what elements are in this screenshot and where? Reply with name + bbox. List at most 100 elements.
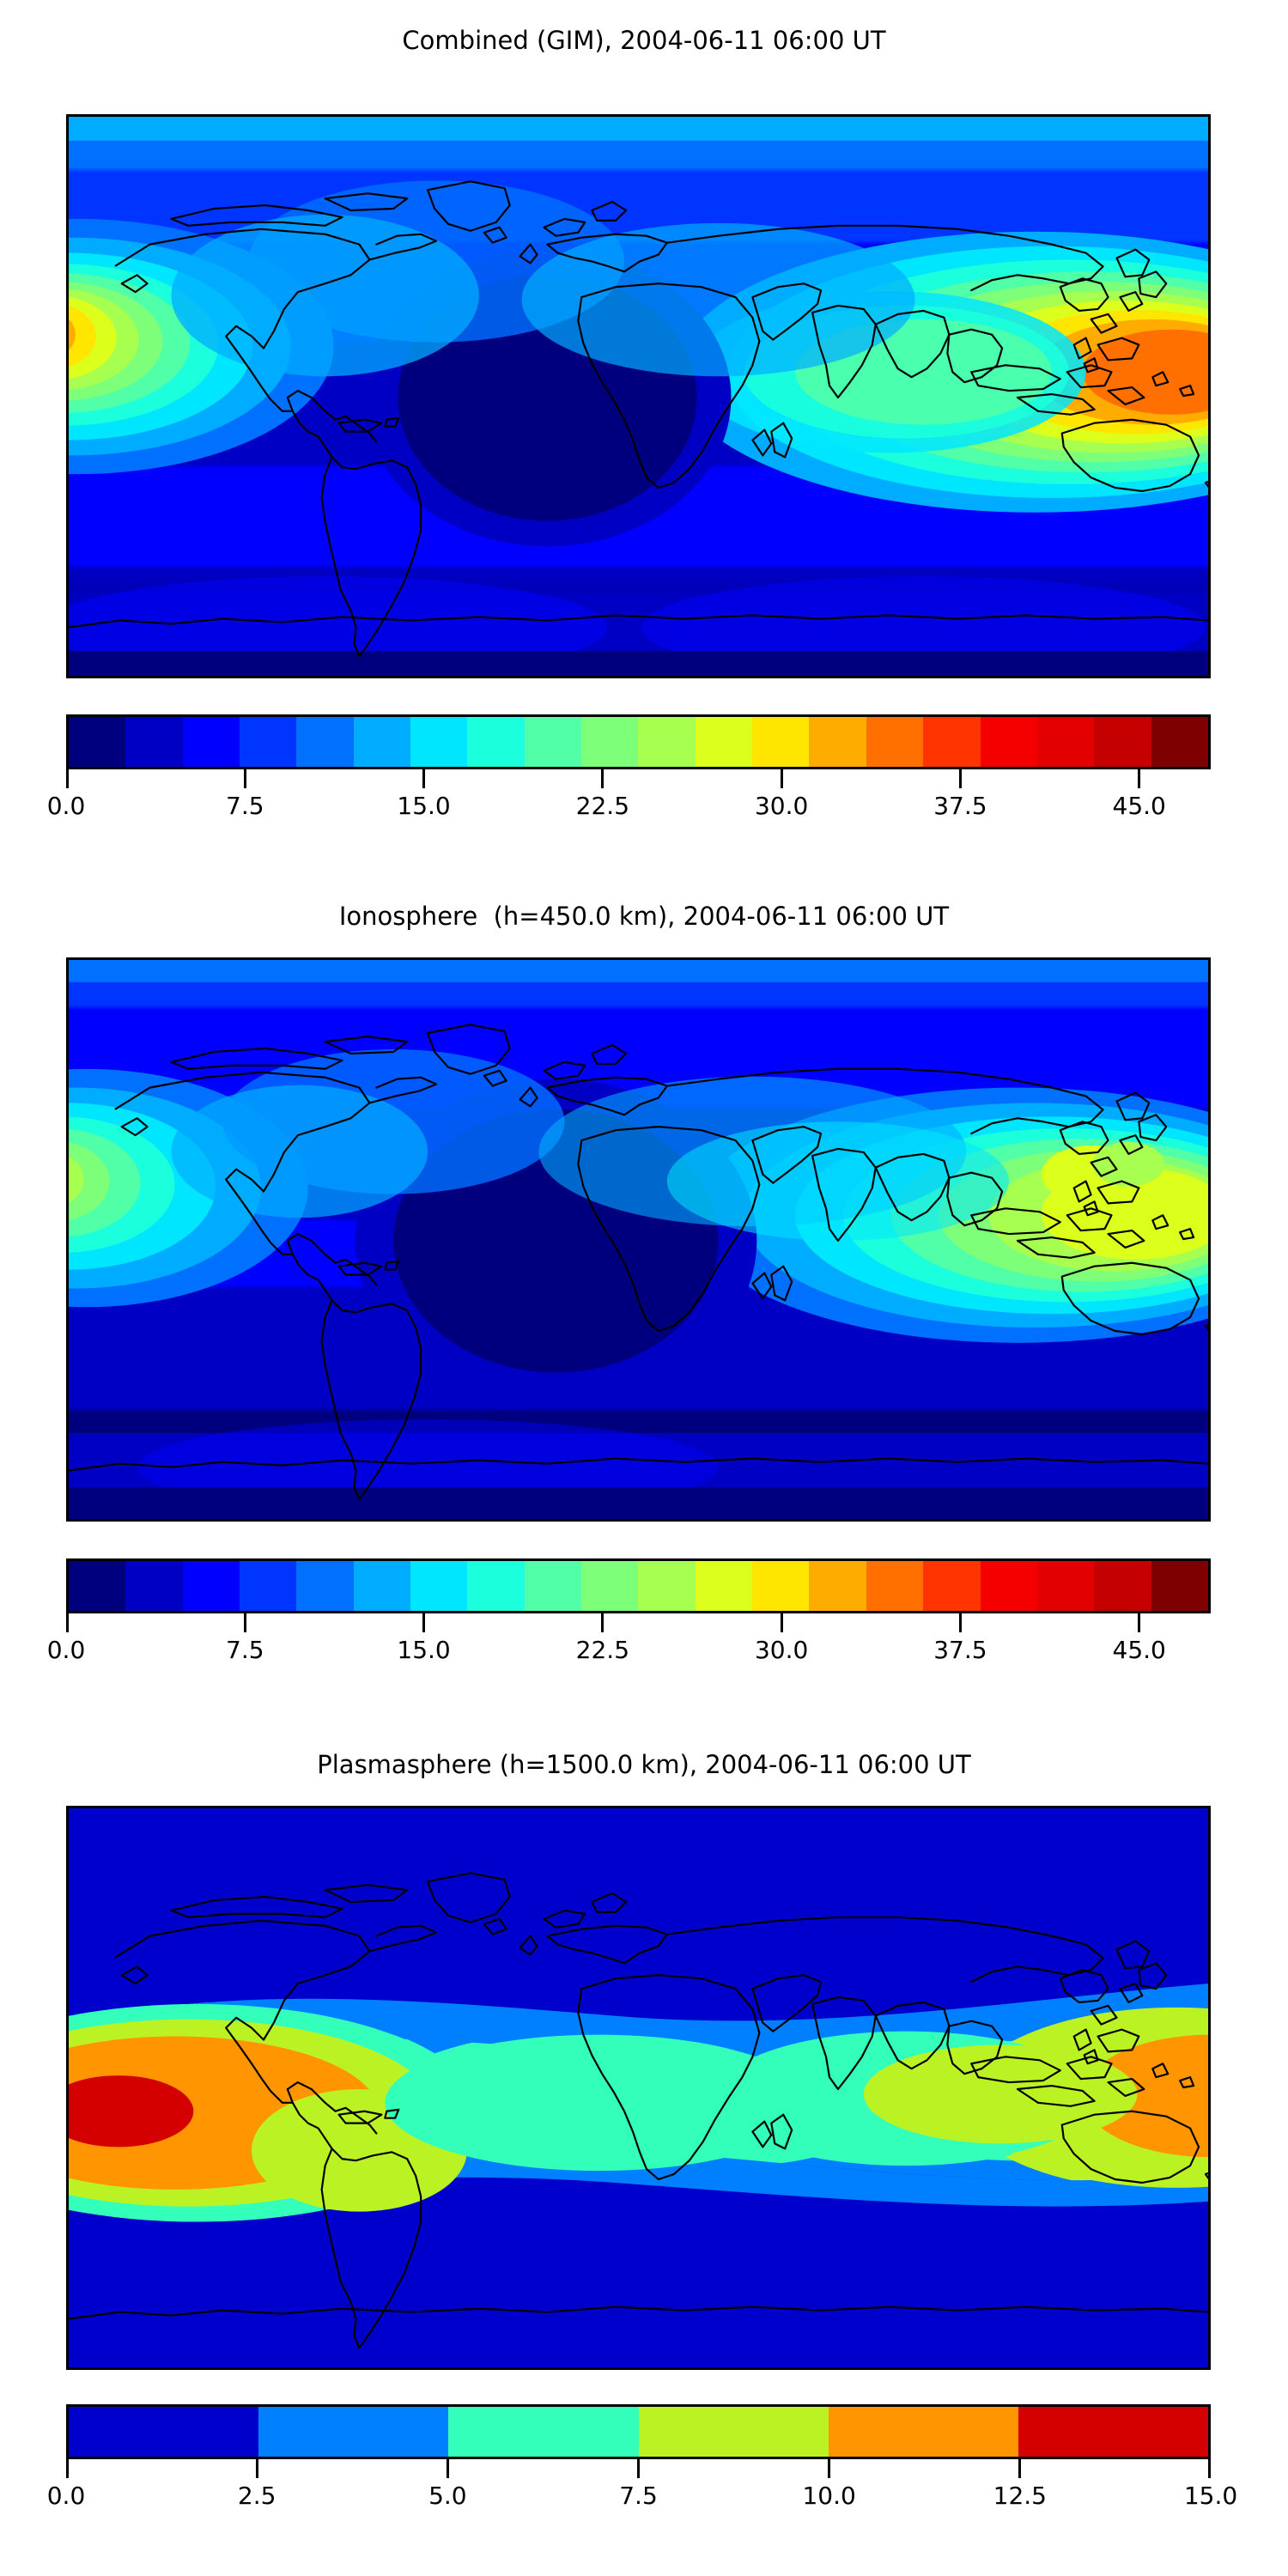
panel-title-plasmasphere: Plasmasphere (h=1500.0 km), 2004-06-11 0…: [317, 1750, 971, 1779]
colorbar-segment: [69, 1561, 126, 1611]
colorbar-segment: [467, 717, 525, 767]
colorbar-tick: [828, 2459, 831, 2478]
colorbar-tick: [422, 1613, 426, 1632]
colorbar-segment: [980, 717, 1037, 767]
colorbar-segment: [410, 1561, 468, 1611]
colorbar-segment: [638, 1561, 696, 1611]
colorbar-segment: [581, 1561, 639, 1611]
colorbar-segment: [752, 717, 810, 767]
colorbar-segment: [448, 2407, 639, 2457]
colorbar-segment: [1151, 717, 1208, 767]
colorbar-segment: [125, 1561, 183, 1611]
colorbar-tick: [66, 1613, 69, 1632]
colorbar-segment: [1036, 1561, 1095, 1611]
colorbar-tick-label: 15.0: [397, 792, 451, 820]
coastline-overlay-ionosphere: [69, 1024, 1208, 1501]
colorbar-combined-gim: 0.0 7.5 15.0 22.5 30.0 37.5 45.0: [47, 714, 1211, 835]
colorbar-tick: [422, 769, 426, 788]
colorbar-segment: [69, 2407, 259, 2457]
colorbar-tick-label: 37.5: [933, 1636, 987, 1664]
colorbar-tick-label: 22.5: [575, 792, 630, 820]
colorbar-tick: [780, 1613, 783, 1632]
colorbar-segment: [923, 1561, 981, 1611]
colorbar-segment: [524, 1561, 582, 1611]
colorbar-tick: [958, 769, 962, 788]
colorbar-segment: [980, 1561, 1037, 1611]
colorbar-tick: [601, 1613, 605, 1632]
contour-field-plasmasphere: [69, 1808, 1208, 2367]
colorbar-segment: [809, 1561, 866, 1611]
colorbar-segment: [240, 717, 297, 767]
colorbar-segment: [1094, 717, 1151, 767]
colorbar-plasmasphere: 0.0 2.5 5.0 7.5 10.0 12.5 15.0: [47, 2404, 1237, 2524]
colorbar-tick: [1208, 2459, 1211, 2478]
colorbar-segment: [809, 717, 866, 767]
colorbar-tick: [1138, 769, 1141, 788]
colorbar-tick: [780, 769, 783, 788]
colorbar-segment: [638, 2407, 829, 2457]
colorbar-tick-label: 30.0: [754, 1636, 809, 1664]
colorbar-segment: [240, 1561, 297, 1611]
colorbar-tick: [243, 1613, 246, 1632]
colorbar-tick: [255, 2459, 258, 2478]
colorbar-segment: [923, 717, 981, 767]
colorbar-tick-label: 10.0: [802, 2482, 856, 2510]
colorbar-segment: [1018, 2407, 1209, 2457]
colorbar-segment: [828, 2407, 1018, 2457]
colorbar-tick: [66, 2459, 69, 2478]
colorbar-segment: [695, 1561, 753, 1611]
colorbar-tick-label: 0.0: [46, 2482, 86, 2510]
colorbar-segment: [182, 717, 240, 767]
colorbar-combined-gim-bands: [66, 714, 1211, 769]
colorbar-segment: [296, 1561, 354, 1611]
colorbar-tick-label: 45.0: [1112, 1636, 1166, 1664]
colorbar-plasmasphere-bands: [66, 2404, 1211, 2459]
colorbar-tick: [1018, 2459, 1022, 2478]
colorbar-tick: [243, 769, 246, 788]
colorbar-tick-label: 15.0: [1183, 2482, 1238, 2510]
colorbar-tick-label: 15.0: [397, 1636, 451, 1664]
colorbar-tick-label: 7.5: [226, 792, 264, 820]
colorbar-segment: [638, 717, 696, 767]
colorbar-tick-label: 12.5: [993, 2482, 1047, 2510]
colorbar-ionosphere-axis: 0.0 7.5 15.0 22.5 30.0 37.5 45.0: [47, 1613, 1211, 1674]
colorbar-tick: [446, 2459, 449, 2478]
map-ionosphere: [66, 957, 1211, 1522]
colorbar-segment: [1151, 1561, 1208, 1611]
colorbar-segment: [353, 1561, 411, 1611]
colorbar-segment: [69, 717, 126, 767]
colorbar-combined-gim-axis: 0.0 7.5 15.0 22.5 30.0 37.5 45.0: [47, 769, 1211, 829]
colorbar-segment: [467, 1561, 525, 1611]
colorbar-tick: [637, 2459, 640, 2478]
colorbar-tick-label: 5.0: [428, 2482, 467, 2510]
colorbar-segment: [752, 1561, 810, 1611]
colorbar-tick: [66, 769, 69, 788]
panel-title-ionosphere: Ionosphere (h=450.0 km), 2004-06-11 06:0…: [338, 902, 950, 931]
colorbar-tick-label: 37.5: [933, 792, 987, 820]
coastline-overlay-combined: [69, 180, 1208, 658]
colorbar-segment: [296, 717, 354, 767]
map-plasmasphere-canvas: [69, 1808, 1208, 2367]
colorbar-segment: [125, 717, 183, 767]
colorbar-tick: [601, 769, 605, 788]
map-ionosphere-canvas: [69, 960, 1208, 1519]
map-combined-gim-canvas: [69, 117, 1208, 676]
coastline-overlay-plasmasphere: [69, 1872, 1208, 2349]
colorbar-tick-label: 7.5: [619, 2482, 658, 2510]
colorbar-segment: [1094, 1561, 1151, 1611]
colorbar-segment: [258, 2407, 449, 2457]
contour-field-ionosphere: [69, 960, 1208, 1519]
colorbar-plasmasphere-axis: 0.0 2.5 5.0 7.5 10.0 12.5 15.0: [47, 2459, 1237, 2519]
colorbar-segment: [866, 717, 924, 767]
colorbar-tick-label: 30.0: [754, 792, 809, 820]
map-plasmasphere: [66, 1806, 1211, 2370]
colorbar-tick-label: 2.5: [237, 2482, 276, 2510]
colorbar-segment: [353, 717, 411, 767]
colorbar-segment: [581, 717, 639, 767]
colorbar-tick-label: 0.0: [46, 792, 86, 820]
colorbar-tick-label: 0.0: [46, 1636, 86, 1664]
colorbar-tick-label: 45.0: [1112, 792, 1166, 820]
panel-title-combined-gim: Combined (GIM), 2004-06-11 06:00 UT: [402, 26, 886, 55]
contour-field-combined: [69, 117, 1208, 676]
